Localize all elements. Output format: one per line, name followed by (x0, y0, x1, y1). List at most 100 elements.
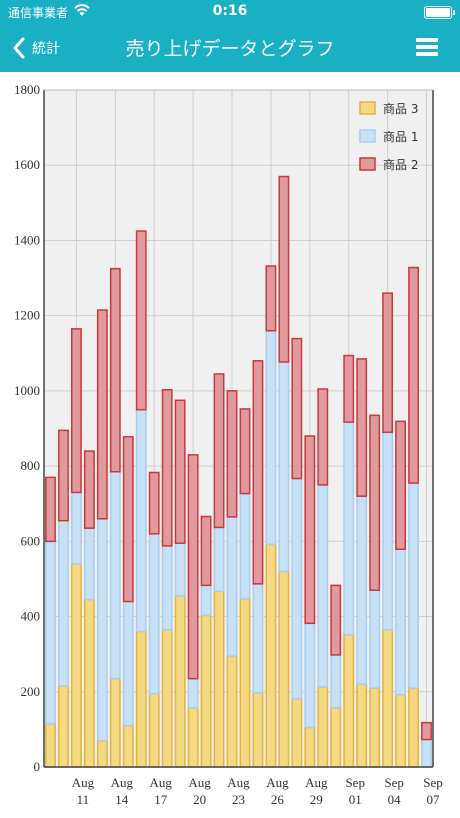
bar-segment (70, 491, 82, 565)
x-tick-month: Aug (188, 775, 211, 790)
bar-segment (148, 692, 160, 768)
x-tick-month: Aug (111, 775, 134, 790)
bar-segment (408, 266, 419, 484)
bar-segment (304, 726, 316, 768)
battery-icon (424, 6, 455, 19)
y-tick-label: 0 (34, 759, 41, 774)
legend-swatch (359, 157, 376, 171)
plot-area (44, 90, 433, 767)
bar-segment (343, 633, 355, 768)
bar-segment (369, 687, 381, 768)
bar-segment (291, 477, 303, 700)
bar-segment (96, 739, 108, 768)
carrier-label: 通信事業者 (8, 6, 69, 20)
bar-segment (330, 706, 342, 768)
bar-segment (161, 545, 173, 631)
bar-segment (252, 692, 264, 768)
bar-segment (83, 527, 95, 601)
bar-segment (252, 583, 264, 694)
x-tick-month: Sep (384, 775, 404, 790)
x-tick-month: Sep (423, 775, 443, 790)
y-tick-label: 1400 (14, 232, 40, 247)
bar-segment (161, 628, 173, 768)
bar-segment (382, 431, 394, 631)
legend-label: 商品 1 (383, 129, 418, 144)
bar-segment (395, 420, 407, 550)
bar-segment (83, 450, 95, 529)
bar-segment (252, 360, 264, 585)
nav-header: 通信事業者 0:16 統計 売り上げデータとグラフ (0, 0, 460, 72)
page-title: 売り上げデータとグラフ (125, 38, 335, 60)
x-tick-month: Aug (266, 775, 289, 790)
bar-segment (304, 435, 316, 625)
bar-segment (291, 337, 303, 480)
legend-swatch (359, 101, 376, 115)
y-tick-label: 200 (21, 684, 41, 699)
legend-label: 商品 3 (383, 101, 418, 116)
sales-chart: 0 200 400 600 800 1000 1200 1400 1600 1800 Aug 11 Au… (14, 82, 443, 807)
x-tick-month: Aug (227, 775, 250, 790)
bar-segment (291, 697, 303, 768)
x-tick-month: Aug (72, 775, 95, 790)
bar-segment (278, 175, 290, 363)
bar-segment (109, 471, 121, 680)
legend-swatch (359, 129, 376, 143)
bar-segment (239, 492, 251, 600)
x-tick-day: 04 (388, 792, 402, 807)
legend-label: 商品 2 (383, 157, 418, 172)
bar-segment (135, 408, 147, 633)
x-tick-day: 14 (115, 792, 129, 807)
bar-segment (369, 589, 381, 689)
navigation-bar: 統計 売り上げデータとグラフ (0, 24, 460, 72)
x-tick-day: 07 (427, 792, 441, 807)
bar-segment (317, 388, 329, 486)
bar-segment (317, 686, 329, 768)
status-time: 0:16 (212, 3, 248, 19)
wifi-icon (74, 4, 90, 16)
bar-segment (135, 630, 147, 768)
bar-segment (382, 628, 394, 768)
bar-segment (200, 515, 212, 587)
x-tick-month: Sep (345, 775, 365, 790)
bar-segment (395, 694, 407, 768)
bar-segment (70, 328, 82, 494)
bar-segment (200, 614, 212, 768)
bar-segment (226, 516, 238, 657)
bar-segment (317, 484, 329, 688)
bar-segment (213, 590, 225, 768)
bar-segment (343, 354, 355, 423)
bar-segment (174, 595, 186, 768)
bar-segment (278, 361, 290, 573)
bar-segment (58, 685, 69, 768)
bar-segment (343, 421, 355, 636)
x-tick-month: Aug (150, 775, 173, 790)
bar-segment (96, 518, 108, 742)
x-tick-day: 20 (193, 792, 206, 807)
x-tick-day: 11 (77, 792, 90, 807)
back-label: 統計 (32, 41, 60, 57)
y-tick-label: 1800 (14, 82, 40, 97)
x-tick-day: 26 (271, 792, 285, 807)
x-tick-day: 17 (154, 792, 168, 807)
bar-segment (226, 390, 238, 518)
y-tick-label: 1200 (14, 308, 40, 323)
hamburger-menu-icon[interactable] (416, 38, 438, 56)
bar-segment (239, 598, 251, 768)
bar-segment (330, 654, 342, 709)
bar-segment (45, 722, 56, 768)
bar-segment (122, 724, 134, 768)
x-tick-day: 23 (232, 792, 245, 807)
bar-segment (213, 373, 225, 529)
bar-segment (421, 721, 432, 741)
bar-segment (122, 436, 134, 603)
bar-segment (83, 598, 95, 768)
y-tick-label: 1000 (14, 383, 40, 398)
back-button[interactable]: 統計 (12, 32, 60, 64)
bar-segment (278, 570, 290, 768)
bar-segment (421, 738, 432, 768)
bar-segment (213, 526, 225, 593)
bar-segment (356, 683, 368, 768)
bar-segment (356, 495, 368, 686)
bar-segment (330, 584, 342, 656)
bar-segment (161, 389, 173, 547)
